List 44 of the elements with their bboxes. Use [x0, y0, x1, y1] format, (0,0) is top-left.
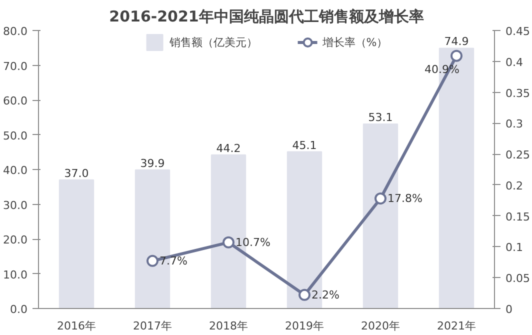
y-tick-label: 60.0: [3, 94, 28, 108]
point: [222, 236, 234, 248]
data-label: 45.1: [292, 138, 317, 152]
y-tick-label: 80.0: [3, 25, 28, 38]
y2-tick-label: 0.05: [506, 272, 530, 286]
y2-tick-label: 0.3: [506, 118, 523, 131]
data-label: 39.9: [140, 156, 165, 170]
data-label: 53.1: [368, 110, 393, 124]
y-tick-label: 0.0: [10, 303, 28, 316]
x-tick-label: 2016年: [57, 320, 96, 332]
chart-title: 2016-2021年中国纯晶圆代工销售额及增长率: [109, 8, 424, 26]
legend-label: 增长率（%）: [322, 34, 388, 50]
legend-label: 销售额（亿美元）: [169, 34, 258, 50]
bar: [58, 179, 94, 308]
data-label: 37.0: [64, 166, 89, 180]
point: [374, 192, 386, 205]
y2-tick-label: 0.45: [506, 25, 530, 38]
y-tick-label: 20.0: [3, 234, 28, 246]
x-tick-label: 2020年: [361, 320, 400, 332]
y2-tick-label: 0.1: [506, 241, 523, 254]
x-tick-label: 2017年: [133, 320, 172, 332]
y2-tick-label: 0.15: [506, 210, 530, 224]
data-label: 17.8%: [388, 192, 422, 206]
data-label: 44.2: [216, 142, 241, 155]
point: [298, 288, 310, 301]
data-label: 7.7%: [160, 254, 188, 268]
point: [450, 50, 462, 62]
x-tick-label: 2018年: [209, 320, 248, 332]
y2-tick-label: 0.4: [506, 56, 523, 69]
data-label: 2.2%: [312, 288, 340, 302]
data-label: 74.9: [444, 35, 469, 48]
point: [146, 254, 158, 267]
y-tick-label: 40.0: [3, 164, 28, 177]
y2-tick-label: 0.2: [506, 179, 523, 192]
y-tick-label: 10.0: [3, 268, 28, 282]
y-tick-label: 30.0: [3, 198, 28, 212]
x-tick-label: 2019年: [285, 320, 324, 332]
y-tick-label: 50.0: [3, 129, 28, 142]
y2-tick-label: 0.35: [506, 86, 530, 100]
y2-tick-label: 0: [506, 303, 512, 316]
y2-tick-label: 0.25: [506, 148, 530, 162]
x-tick-label: 2021年: [437, 320, 476, 332]
data-label: 10.7%: [236, 236, 270, 249]
y-tick-label: 70.0: [3, 60, 28, 73]
